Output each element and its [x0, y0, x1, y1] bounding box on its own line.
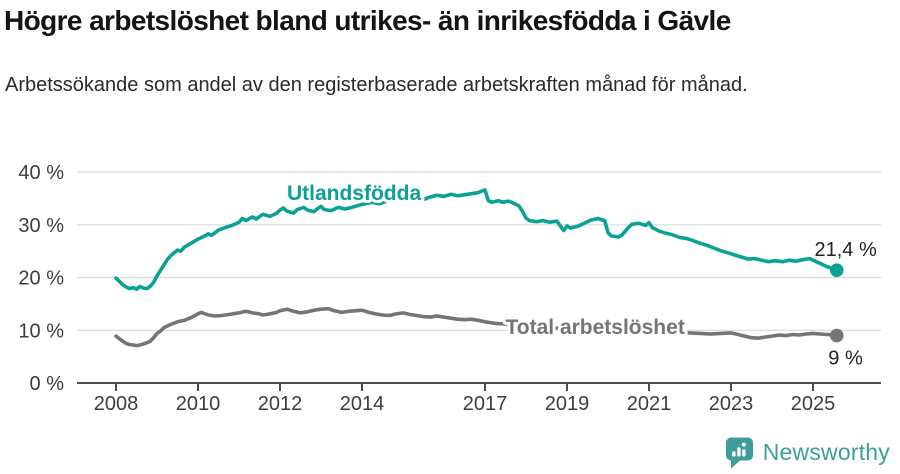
- brand-name: Newsworthy: [762, 438, 890, 465]
- series-end-dot: [829, 263, 844, 277]
- series-label-utlandsfodda: Utlandsfödda: [287, 182, 421, 205]
- x-axis-tick-label: 2008: [94, 393, 139, 415]
- chart-subtitle: Arbetssökande som andel av den registerb…: [5, 74, 748, 96]
- series-line-utlandsfodda: [114, 188, 839, 291]
- y-axis-tick-label: 10 %: [18, 320, 64, 342]
- x-axis-tick-label: 2017: [463, 393, 508, 415]
- x-axis-tick-label: 2012: [258, 393, 303, 415]
- x-axis-tick-label: 2010: [176, 393, 221, 415]
- newsworthy-logo-icon: [725, 437, 753, 468]
- series-line-total: [114, 306, 839, 348]
- series-end-dot: [829, 328, 844, 343]
- series-label-total: Total arbetslöshet: [506, 316, 685, 339]
- y-axis-tick-label: 40 %: [18, 162, 64, 184]
- x-axis-tick-label: 2019: [545, 393, 590, 415]
- y-axis-tick-label: 0 %: [30, 373, 65, 395]
- x-axis-tick-label: 2021: [627, 393, 672, 415]
- series-end-value-label: 21,4 %: [815, 239, 877, 261]
- brand-footer: Newsworthy: [725, 436, 890, 468]
- chart-title: Högre arbetslöshet bland utrikes- än inr…: [4, 5, 731, 36]
- y-axis-tick-label: 30 %: [18, 215, 64, 237]
- x-axis-tick-label: 2014: [340, 393, 385, 415]
- y-axis-tick-label: 20 %: [18, 268, 64, 290]
- series-end-value-label: 9 %: [828, 348, 863, 370]
- x-axis-tick-label: 2023: [709, 393, 754, 415]
- line-chart: 0 % 10 % 20 % 30 % 40 % 2008 2010 2012 2014 2017 2…: [18, 162, 881, 415]
- x-axis-tick-label: 2025: [791, 393, 836, 415]
